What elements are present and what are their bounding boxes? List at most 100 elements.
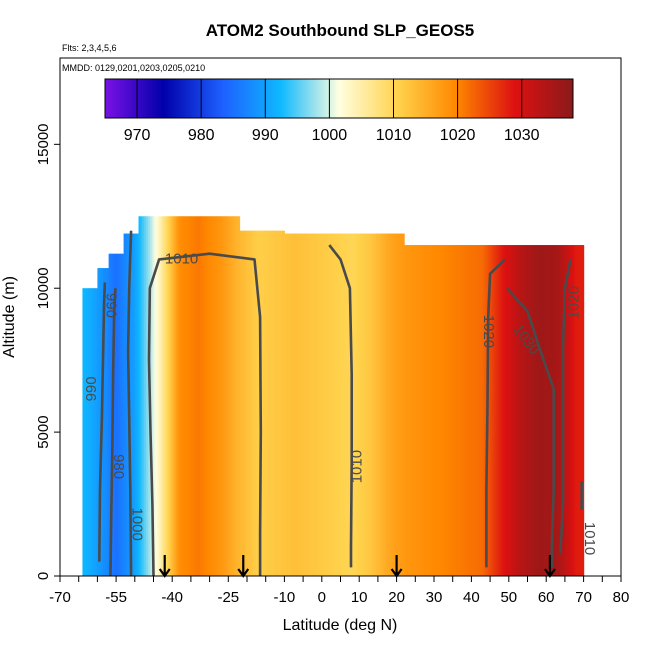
heatmap-cell <box>443 245 446 576</box>
heatmap-cell <box>114 253 117 576</box>
heatmap-cell <box>355 233 358 576</box>
heatmap-cell <box>364 233 368 576</box>
heatmap-cell <box>368 233 372 576</box>
heatmap-cell <box>211 216 214 576</box>
heatmap-cell <box>224 216 228 576</box>
heatmap-cell <box>117 253 121 576</box>
heatmap-cell <box>174 216 177 576</box>
heatmap-cell <box>555 245 559 576</box>
heatmap-cell <box>548 245 551 576</box>
heatmap-cell <box>452 245 456 576</box>
heatmap-cell <box>396 233 400 576</box>
heatmap-cell <box>538 245 542 576</box>
heatmap-cell <box>409 245 413 576</box>
chart-title: ATOM2 Southbound SLP_GEOS5 <box>206 21 475 40</box>
contour-line-980 <box>109 288 117 576</box>
heatmap-cell <box>508 245 512 576</box>
heatmap-cell <box>413 245 416 576</box>
heatmap-cell <box>398 233 401 576</box>
heatmap-cell <box>568 245 572 576</box>
contour-label: 1010 <box>348 450 365 483</box>
heatmap-cell <box>104 268 108 576</box>
heatmap-cell <box>263 230 267 576</box>
heatmap-cell <box>353 233 357 576</box>
heatmap-cell <box>230 216 233 576</box>
x-tick-label: 30 <box>426 589 443 606</box>
heatmap-cell <box>581 245 585 576</box>
contour-label: 1020 <box>480 315 497 348</box>
heatmap-cell <box>430 245 433 576</box>
heatmap-cell <box>557 245 560 576</box>
heatmap-cell <box>456 245 459 576</box>
colorbar-tick-label: 990 <box>252 127 279 144</box>
heatmap-cell <box>269 230 272 576</box>
y-tick-label: 5000 <box>35 415 52 448</box>
y-axis: 0 5000 10000 15000 <box>35 123 60 580</box>
x-axis: -70 -55 -40 -25 -10 0 10 20 30 40 50 60 70 80 <box>49 576 629 606</box>
heatmap-cell <box>460 245 463 576</box>
x-tick-label: 70 <box>575 589 592 606</box>
flight-arrow <box>390 555 403 578</box>
heatmap-cell <box>220 216 224 576</box>
heatmap-cell <box>422 245 426 576</box>
colorbar-gradient <box>105 79 573 118</box>
heatmap-cell <box>228 216 231 576</box>
heatmap-cell <box>340 233 343 576</box>
heatmap-cell <box>172 216 175 576</box>
heatmap-cell <box>379 233 383 576</box>
heatmap-cell <box>181 216 185 576</box>
contour-label: 990 <box>83 376 100 401</box>
heatmap-cell <box>275 230 278 576</box>
heatmap-cell <box>295 233 299 576</box>
heatmap-cell <box>488 245 491 576</box>
heatmap-cell <box>344 233 347 576</box>
heatmap-cell <box>572 245 575 576</box>
heatmap-cell <box>273 230 276 576</box>
heatmap-cell <box>447 245 450 576</box>
heatmap-cell <box>84 288 87 576</box>
heatmap-cell <box>338 233 342 576</box>
heatmap-cell <box>329 233 332 576</box>
heatmap-cell <box>153 216 156 576</box>
x-tick-label: 50 <box>500 589 517 606</box>
heatmap-cell <box>415 245 418 576</box>
heatmap-cell <box>303 233 306 576</box>
colorbar-frame <box>104 78 574 119</box>
heatmap-cell <box>544 245 547 576</box>
heatmap-cell <box>390 233 394 576</box>
heatmap-cell <box>424 245 428 576</box>
heatmap-cell <box>482 245 486 576</box>
heatmap-cell <box>331 233 334 576</box>
heatmap-cell <box>497 245 501 576</box>
heatmap-cell <box>441 245 444 576</box>
heatmap-cell <box>239 230 242 576</box>
heatmap-cell <box>428 245 431 576</box>
heatmap-cell <box>308 233 312 576</box>
heatmap-cell <box>203 216 207 576</box>
heatmap-cell <box>121 253 125 576</box>
heatmap-cell <box>215 216 218 576</box>
contour-line-1010 <box>328 244 353 568</box>
contour-label: 1010 <box>165 250 198 267</box>
heatmap-cell <box>286 233 289 576</box>
heatmap-cell <box>319 233 323 576</box>
heatmap-cell <box>420 245 424 576</box>
y-tick-label: 0 <box>35 572 52 580</box>
heatmap-cell <box>448 245 452 576</box>
colorbar-tick-label: 1010 <box>376 127 412 144</box>
heatmap-cell <box>499 245 502 576</box>
heatmap-cell <box>170 216 173 576</box>
heatmap-cell <box>505 245 508 576</box>
heatmap-cell <box>465 245 469 576</box>
heatmap-cell <box>194 216 198 576</box>
x-tick-label: 0 <box>318 589 326 606</box>
contour-label: 1020 <box>565 286 582 319</box>
heatmap-cell <box>374 233 377 576</box>
heatmap-cell <box>495 245 499 576</box>
flights-annotation: Flts: 2,3,4,5,6 <box>62 43 117 53</box>
x-axis-label: Latitude (deg N) <box>283 617 398 634</box>
heatmap-cell <box>196 216 199 576</box>
heatmap-cell <box>404 245 407 576</box>
